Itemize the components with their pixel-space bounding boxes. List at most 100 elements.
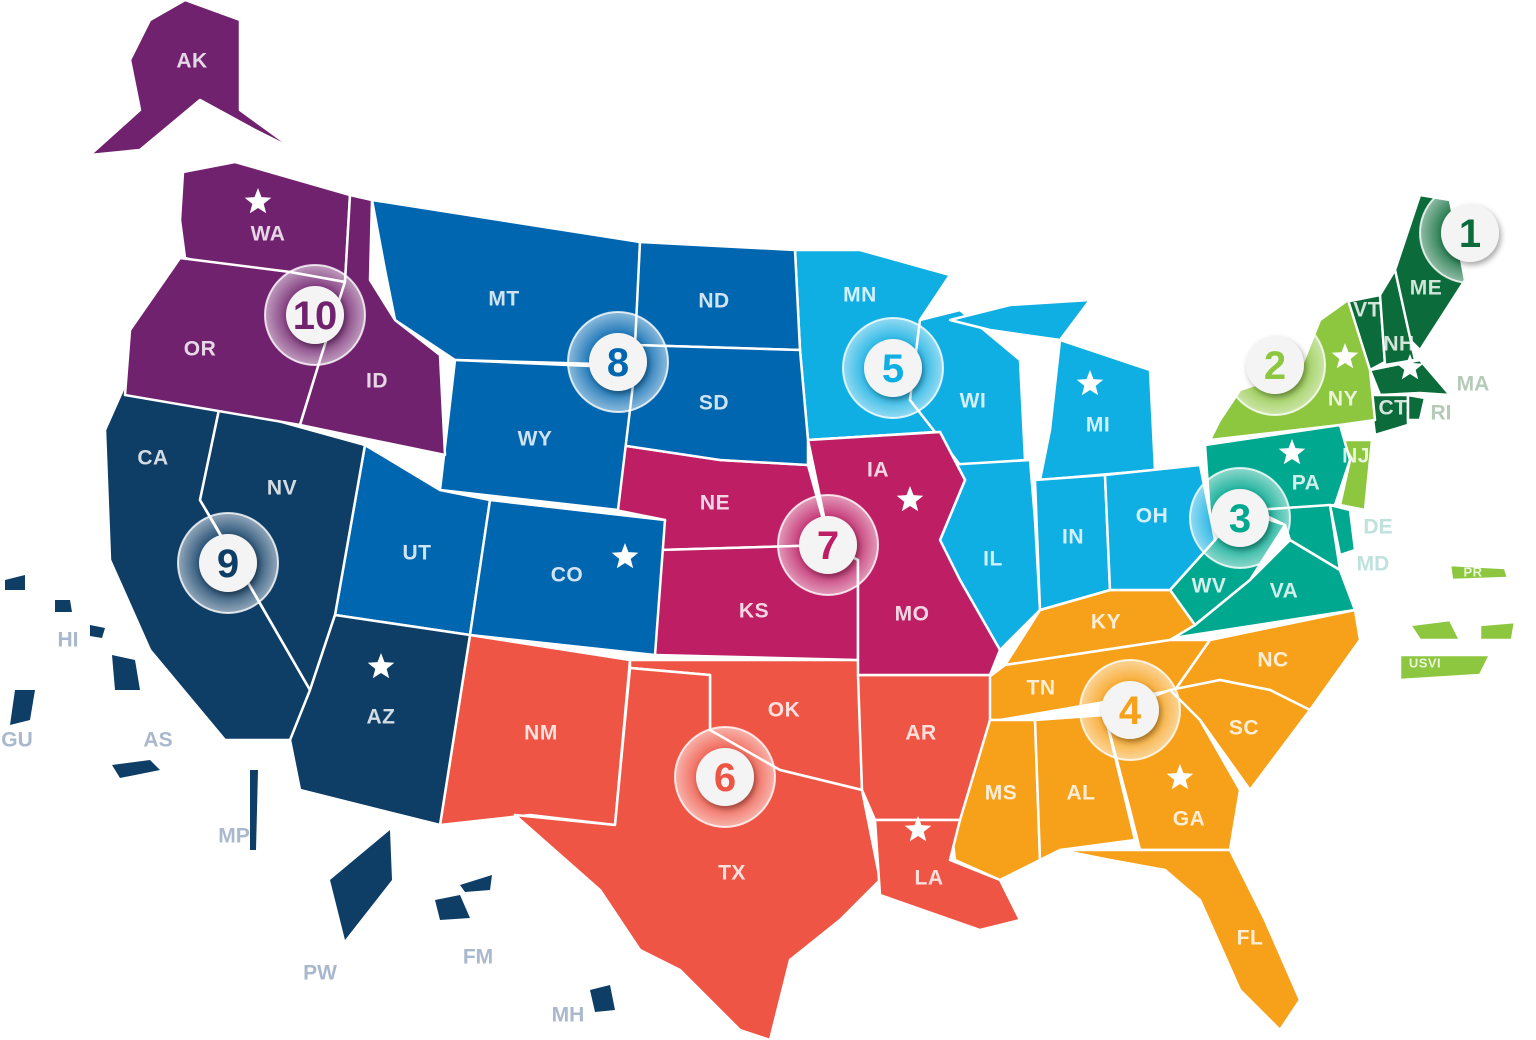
- region-badge-9[interactable]: 9: [177, 512, 279, 614]
- state-mh[interactable]: [590, 985, 615, 1012]
- region-badge-1[interactable]: 1: [1419, 182, 1521, 284]
- state-mp[interactable]: [250, 770, 258, 850]
- state-label-nd: ND: [698, 290, 729, 313]
- state-ct[interactable]: [1368, 393, 1410, 437]
- state-label-ar: AR: [905, 722, 936, 745]
- state-de[interactable]: [1328, 503, 1357, 557]
- regional-office-star-icon: [1331, 343, 1359, 369]
- state-label-il: IL: [983, 548, 1003, 571]
- state-label-ky: KY: [1091, 611, 1121, 634]
- outside-label-mh: MH: [552, 1004, 585, 1027]
- state-label-nj: NJ: [1342, 445, 1370, 468]
- state-shape: [88, 0, 297, 157]
- state-shape: [5, 575, 25, 590]
- region-number: 4: [1119, 689, 1142, 733]
- state-label-me: ME: [1410, 277, 1443, 300]
- state-label-or: OR: [184, 338, 217, 361]
- state-hi[interactable]: [5, 575, 140, 690]
- state-label-ok: OK: [768, 699, 801, 722]
- state-oh[interactable]: [1103, 463, 1217, 592]
- state-label-in: IN: [1062, 526, 1084, 549]
- state-shape: [288, 613, 472, 827]
- outside-label-md: MD: [1357, 553, 1390, 576]
- state-shape: [1406, 393, 1427, 422]
- state-pw[interactable]: [330, 830, 392, 940]
- state-shape: [590, 985, 615, 1012]
- state-label-wy: WY: [518, 428, 553, 451]
- state-shape: [55, 600, 72, 612]
- region-number: 3: [1229, 497, 1251, 541]
- state-shape: [10, 690, 35, 725]
- state-label-tn: TN: [1027, 677, 1056, 700]
- state-label-wi: WI: [960, 390, 987, 413]
- region-badge-5[interactable]: 5: [842, 317, 944, 419]
- state-label-ne: NE: [700, 492, 730, 515]
- state-co[interactable]: [468, 498, 667, 657]
- state-label-wv: WV: [1192, 575, 1227, 598]
- badge-disc: [1441, 204, 1499, 262]
- badge-disc: [696, 748, 754, 806]
- state-la[interactable]: [873, 818, 1022, 932]
- region-number: 10: [293, 294, 338, 338]
- state-shape: [1478, 620, 1517, 642]
- regional-office-star-icon: [1166, 764, 1194, 790]
- region-badge-3[interactable]: 3: [1189, 467, 1291, 569]
- state-label-al: AL: [1067, 782, 1096, 805]
- region-number: 6: [714, 756, 736, 800]
- outside-label-as: AS: [143, 729, 172, 752]
- state-shape: [1328, 503, 1357, 557]
- badge-disc: [1101, 681, 1159, 739]
- region-badge-8[interactable]: 8: [567, 311, 669, 413]
- state-pr[interactable]: [1448, 563, 1510, 582]
- badge-disc: [286, 286, 344, 344]
- outside-label-fm: FM: [463, 946, 493, 969]
- state-shape: [1038, 338, 1157, 482]
- badge-disc: [864, 339, 922, 397]
- state-ri[interactable]: [1406, 393, 1427, 422]
- state-mi[interactable]: [948, 298, 1157, 482]
- region-badge-7[interactable]: 7: [777, 494, 879, 596]
- regional-office-star-icon: [896, 486, 924, 512]
- state-label-ks: KS: [739, 600, 769, 623]
- state-shape: [435, 895, 470, 920]
- state-label-az: AZ: [367, 706, 396, 729]
- state-label-nv: NV: [267, 477, 297, 500]
- state-gu[interactable]: [10, 690, 35, 725]
- state-label-co: CO: [551, 564, 584, 587]
- state-shape: [873, 818, 1022, 932]
- state-shape: [1103, 463, 1217, 592]
- state-label-ga: GA: [1173, 808, 1206, 831]
- region-badge-10[interactable]: 10: [264, 264, 366, 366]
- state-usvi[interactable]: [1398, 618, 1517, 682]
- region-badge-6[interactable]: 6: [674, 726, 776, 828]
- state-label-ny: NY: [1328, 388, 1358, 411]
- state-shape: [1408, 618, 1462, 642]
- state-label-va: VA: [1270, 580, 1299, 603]
- state-label-ut: UT: [403, 542, 432, 565]
- state-label-ct: CT: [1379, 397, 1408, 420]
- state-ak[interactable]: [88, 0, 297, 157]
- outside-label-ri: RI: [1431, 402, 1452, 425]
- state-label-ak: AK: [176, 50, 207, 73]
- state-shape: [90, 625, 105, 638]
- state-label-tx: TX: [718, 862, 746, 885]
- state-shape: [1368, 393, 1410, 437]
- region-number: 1: [1459, 212, 1481, 256]
- region-badge-2[interactable]: 2: [1224, 314, 1326, 416]
- regional-office-star-icon: [244, 188, 272, 214]
- region-badge-4[interactable]: 4: [1079, 659, 1181, 761]
- regional-office-star-icon: [367, 653, 395, 679]
- state-as[interactable]: [112, 760, 160, 778]
- outside-label-pw: PW: [303, 962, 337, 985]
- state-fm[interactable]: [435, 875, 492, 920]
- state-label-sc: SC: [1229, 717, 1259, 740]
- state-az[interactable]: [288, 613, 472, 827]
- state-fl[interactable]: [1058, 848, 1302, 1032]
- state-shape: [112, 760, 160, 778]
- state-label-mt: MT: [488, 288, 519, 311]
- state-shape: [330, 830, 392, 940]
- region-number: 8: [607, 341, 629, 385]
- badge-disc: [1211, 489, 1269, 547]
